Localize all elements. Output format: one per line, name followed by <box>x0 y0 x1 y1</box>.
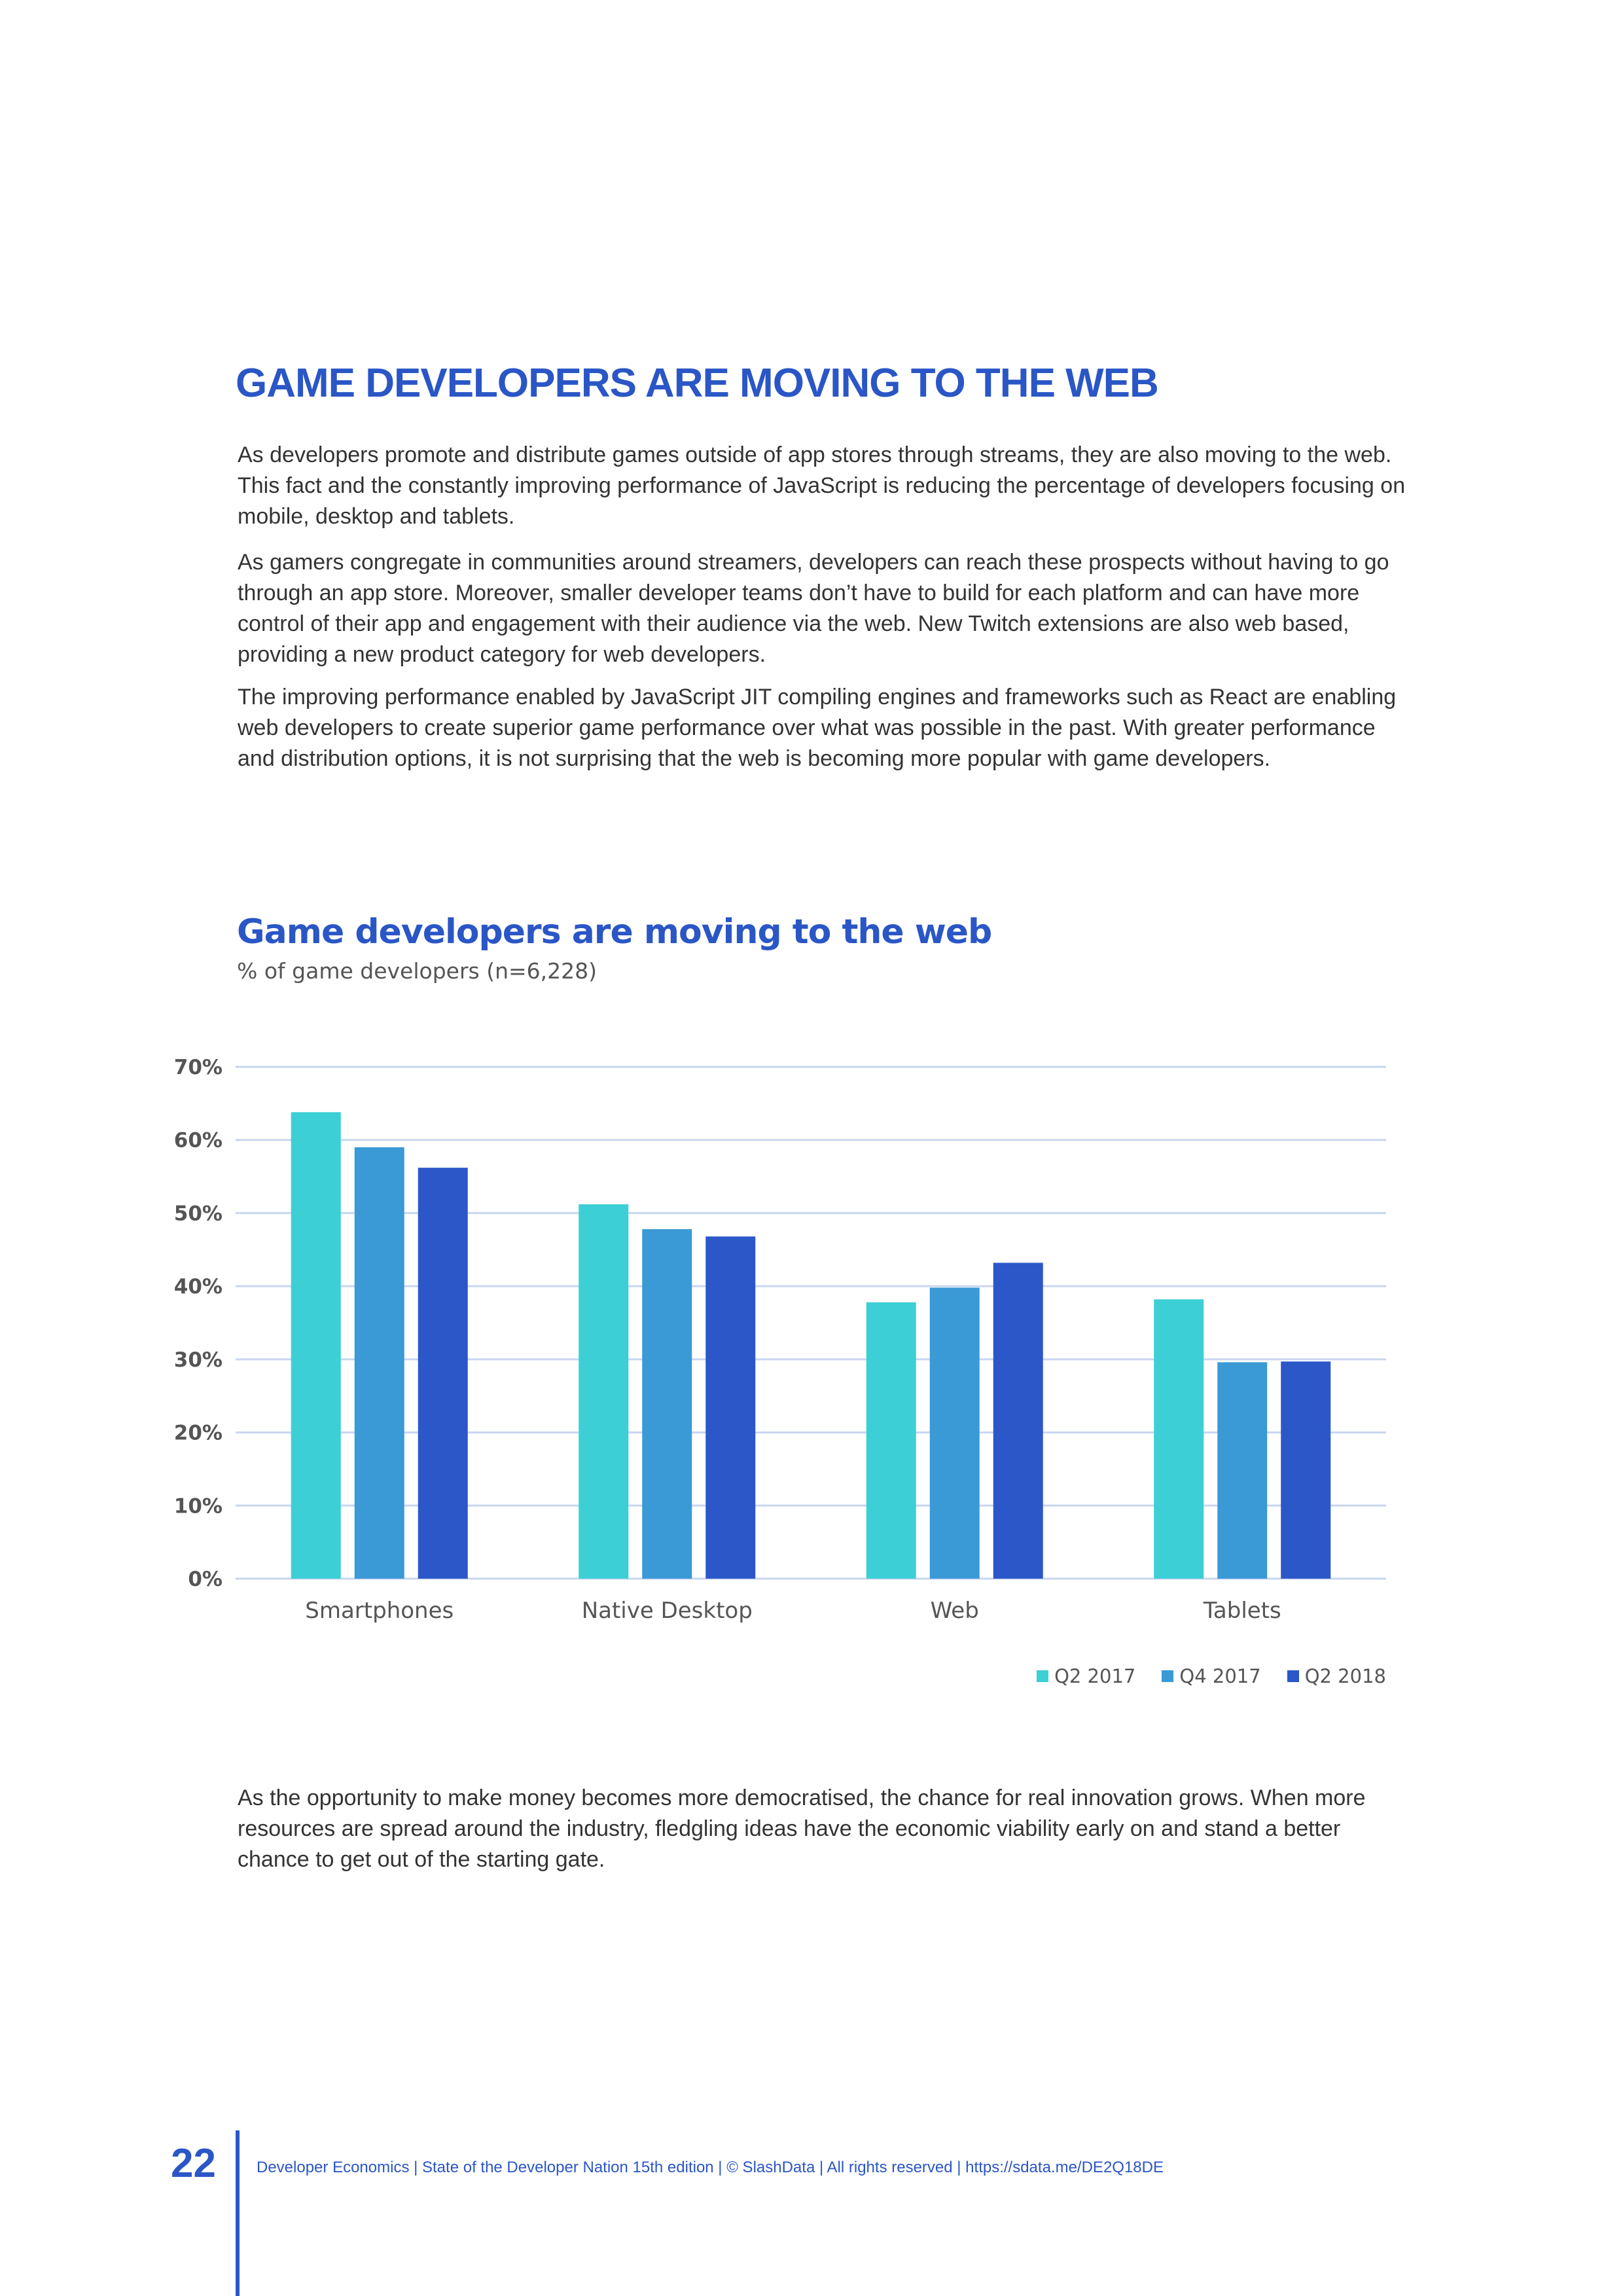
chart-subtitle: % of game developers (n=6,228) <box>237 958 597 984</box>
bar <box>705 1236 756 1579</box>
bar <box>993 1263 1043 1579</box>
legend-label: Q2 2017 <box>1054 1665 1136 1687</box>
footer-divider <box>236 2130 240 2296</box>
legend-item: Q2 2018 <box>1287 1665 1386 1687</box>
body-paragraph: As gamers congregate in communities arou… <box>238 550 1389 667</box>
bar <box>579 1204 629 1579</box>
body-paragraph: As the opportunity to make money becomes… <box>238 1785 1366 1872</box>
legend-item: Q2 2017 <box>1037 1665 1135 1687</box>
legend-swatch <box>1162 1670 1174 1682</box>
bar <box>418 1168 468 1579</box>
y-tick-label: 40% <box>174 1275 223 1299</box>
bar <box>354 1147 404 1579</box>
category-label: Smartphones <box>305 1598 454 1624</box>
bar <box>1154 1299 1204 1579</box>
legend-swatch <box>1287 1670 1299 1682</box>
legend-item: Q4 2017 <box>1162 1665 1261 1687</box>
bar <box>642 1229 692 1579</box>
y-tick-label: 0% <box>188 1568 223 1591</box>
category-label: Tablets <box>1203 1598 1281 1624</box>
y-tick-label: 30% <box>174 1348 223 1372</box>
chart-legend: Q2 2017 Q4 2017 Q2 2018 <box>1037 1665 1386 1687</box>
bar <box>866 1302 916 1579</box>
body-paragraph: The improving performance enabled by Jav… <box>238 685 1397 771</box>
y-tick-label: 50% <box>174 1202 223 1225</box>
bar-chart: 0% 10% 20% 30% 40% 50% 60% 70% Smartphones Native… <box>174 1056 1386 1624</box>
legend-swatch <box>1037 1670 1049 1682</box>
y-tick-label: 70% <box>174 1056 223 1079</box>
legend-label: Q4 2017 <box>1179 1665 1261 1687</box>
bar <box>929 1287 980 1579</box>
bar <box>1217 1362 1268 1579</box>
page-number: 22 <box>171 2141 216 2186</box>
bar <box>291 1112 341 1579</box>
body-paragraph: As developers promote and distribute gam… <box>238 442 1406 529</box>
chart-title: Game developers are moving to the web <box>237 912 992 952</box>
bar <box>1281 1361 1331 1579</box>
footer-text: Developer Economics | State of the Devel… <box>257 2159 1164 2176</box>
section-heading: GAME DEVELOPERS ARE MOVING TO THE WEB <box>236 361 1159 406</box>
y-tick-label: 20% <box>174 1422 223 1445</box>
category-label: Native Desktop <box>582 1598 753 1624</box>
y-tick-label: 60% <box>174 1129 223 1153</box>
legend-label: Q2 2018 <box>1304 1665 1386 1687</box>
y-tick-label: 10% <box>174 1494 223 1518</box>
category-label: Web <box>931 1598 979 1624</box>
